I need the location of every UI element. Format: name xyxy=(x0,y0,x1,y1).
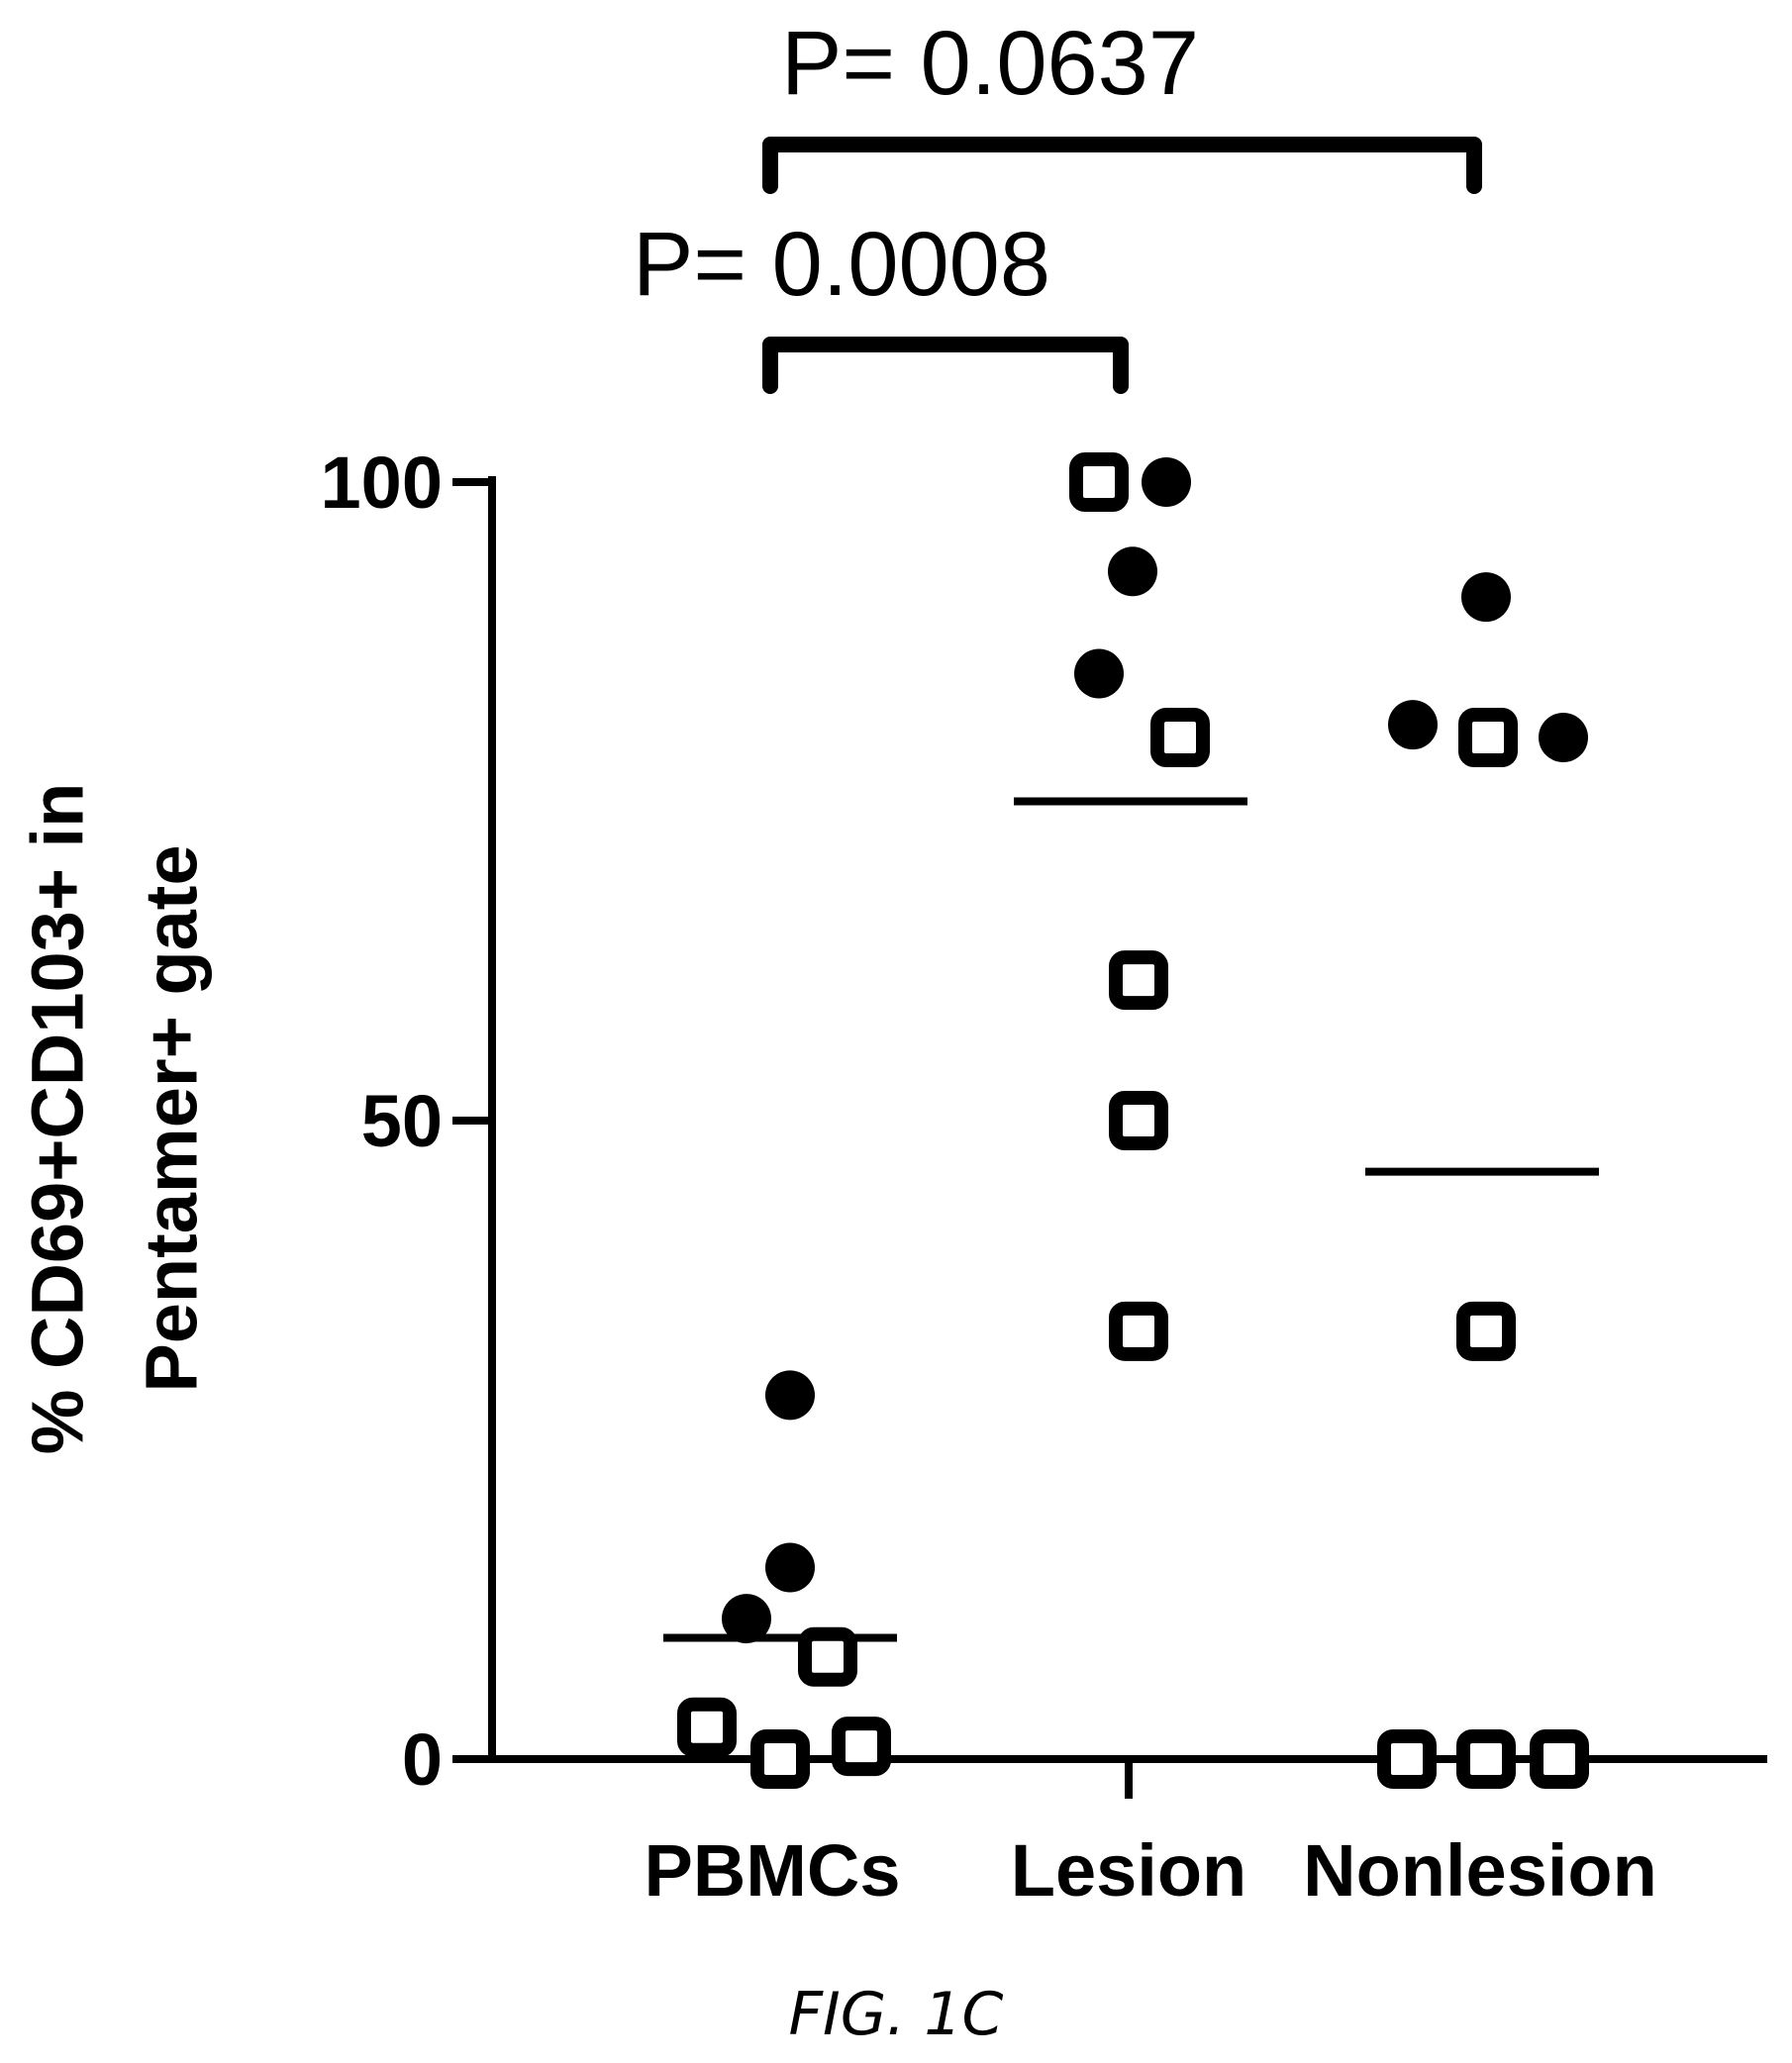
data-point-square xyxy=(750,1729,810,1789)
data-point-circle xyxy=(1461,572,1511,623)
x-tick-label: Lesion xyxy=(1011,1829,1246,1912)
data-point-circle xyxy=(765,1370,815,1421)
data-point-square xyxy=(1456,1729,1516,1789)
data-point-square xyxy=(1530,1729,1589,1789)
data-point-circle xyxy=(1108,546,1157,597)
data-point-square xyxy=(1458,708,1518,767)
data-point-square xyxy=(1377,1729,1437,1789)
data-point-circle xyxy=(722,1594,771,1644)
significance-bracket xyxy=(762,337,1129,394)
data-point-square xyxy=(1456,1301,1516,1361)
y-axis-label-group: % CD69+CD103+ in Pentamer+ gate xyxy=(17,783,213,1455)
y-tick-label: 50 xyxy=(361,1080,443,1162)
data-point-square xyxy=(832,1717,891,1777)
data-point-circle xyxy=(1539,713,1588,762)
data-point-circle xyxy=(1388,700,1438,750)
data-point-circle xyxy=(1142,457,1191,507)
plot-area: 0 50 100 PBMCs Lesion Nonlesion % CD69+CD103+ … xyxy=(17,13,1767,1912)
p-value-label: P= 0.0637 xyxy=(781,13,1199,114)
y-tick-label: 0 xyxy=(402,1719,443,1801)
data-point-square xyxy=(1109,950,1168,1011)
y-axis-label: Pentamer+ gate xyxy=(131,844,213,1392)
significance-bracket xyxy=(762,137,1482,194)
data-point-square xyxy=(1109,1301,1168,1361)
y-tick-label: 100 xyxy=(321,442,443,524)
data-point-square xyxy=(1150,708,1210,767)
data-point-square xyxy=(677,1697,737,1757)
x-tick-label: PBMCs xyxy=(644,1829,900,1912)
data-point-square xyxy=(1069,452,1129,512)
data-point-square xyxy=(1109,1091,1168,1150)
p-value-label: P= 0.0008 xyxy=(633,214,1050,315)
y-axis-label: % CD69+CD103+ in xyxy=(17,783,99,1455)
data-point-square xyxy=(798,1626,857,1687)
data-point-circle xyxy=(765,1542,815,1593)
x-tick-label: Nonlesion xyxy=(1303,1829,1657,1912)
data-point-circle xyxy=(1074,648,1124,699)
figure-caption: FIG. 1C xyxy=(789,1980,1004,2049)
